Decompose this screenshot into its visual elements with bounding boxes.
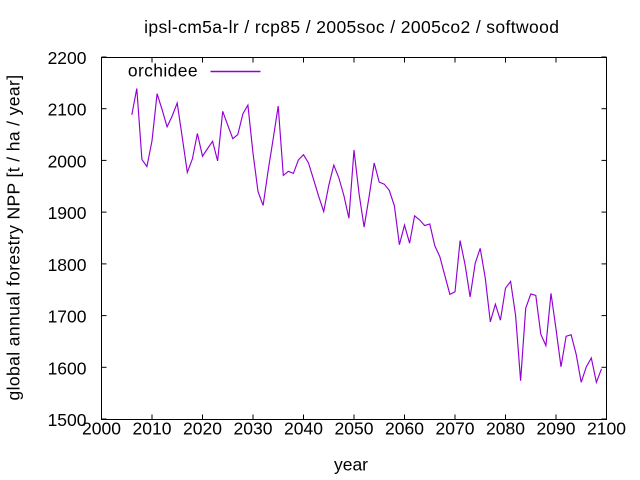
svg-text:1600: 1600 (48, 358, 87, 378)
svg-text:2020: 2020 (183, 419, 222, 439)
svg-text:2010: 2010 (133, 419, 172, 439)
svg-text:2080: 2080 (486, 419, 525, 439)
svg-text:2000: 2000 (48, 151, 87, 171)
svg-text:2200: 2200 (48, 48, 87, 68)
svg-text:2070: 2070 (436, 419, 475, 439)
svg-text:2050: 2050 (335, 419, 374, 439)
svg-text:1700: 1700 (48, 307, 87, 327)
svg-text:2100: 2100 (48, 100, 87, 120)
svg-text:orchidee: orchidee (128, 61, 198, 81)
svg-text:2000: 2000 (82, 419, 121, 439)
svg-text:ipsl-cm5a-lr / rcp85 / 2005soc: ipsl-cm5a-lr / rcp85 / 2005soc / 2005co2… (144, 17, 559, 37)
svg-text:2040: 2040 (284, 419, 323, 439)
svg-text:year: year (334, 455, 368, 475)
svg-text:2100: 2100 (587, 419, 626, 439)
svg-text:1500: 1500 (48, 410, 87, 430)
svg-text:1900: 1900 (48, 203, 87, 223)
svg-text:global annual forestry NPP [t: global annual forestry NPP [t / ha / yea… (4, 75, 24, 401)
svg-text:2030: 2030 (234, 419, 273, 439)
svg-text:2060: 2060 (385, 419, 424, 439)
svg-text:1800: 1800 (48, 255, 87, 275)
svg-text:2090: 2090 (537, 419, 576, 439)
